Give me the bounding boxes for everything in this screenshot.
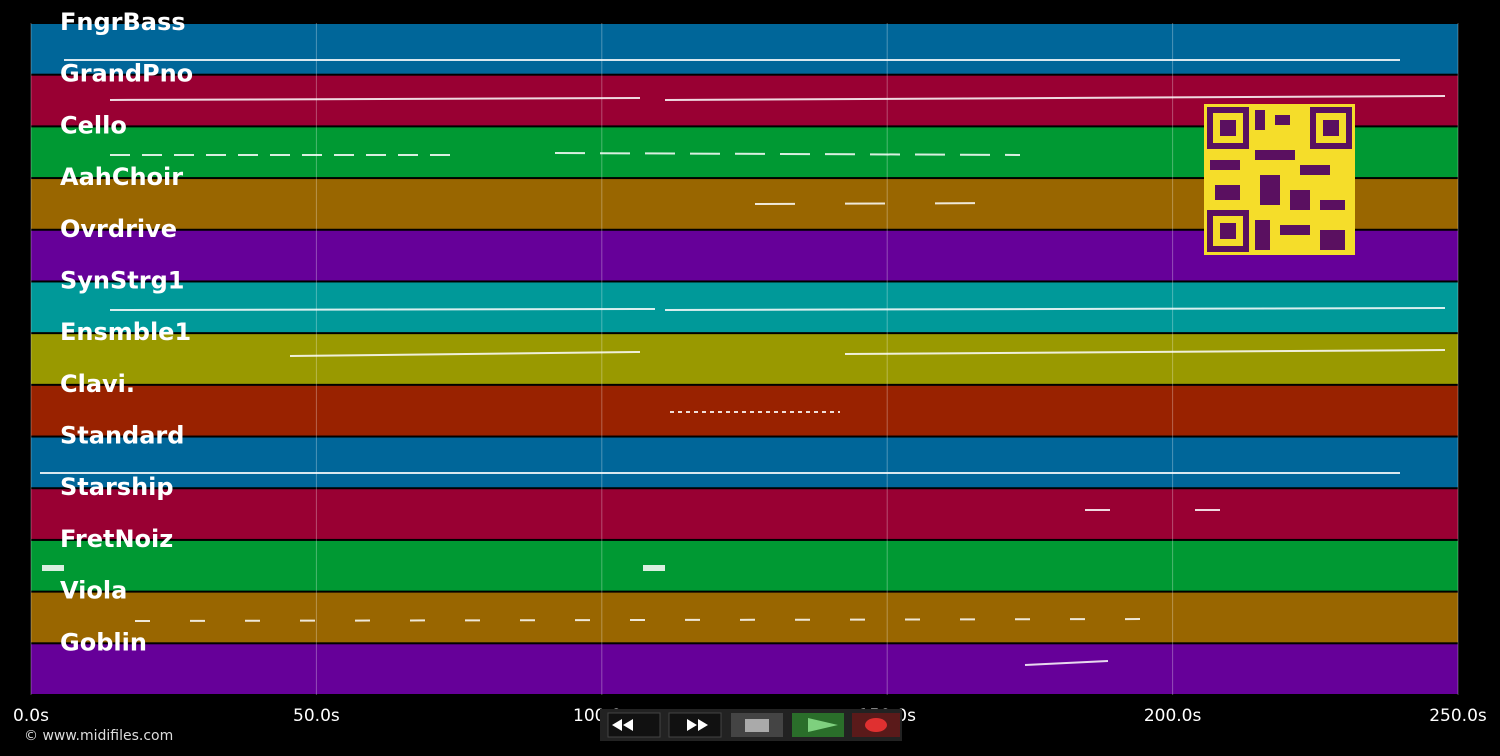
qr-code xyxy=(1204,104,1355,255)
track-band xyxy=(31,437,1458,488)
qr-finder xyxy=(1310,107,1352,149)
note-run xyxy=(844,349,1446,355)
note-run xyxy=(289,351,641,357)
note-run xyxy=(109,308,656,311)
qr-finder xyxy=(1220,120,1236,136)
qr-modules xyxy=(1210,110,1345,250)
track-band xyxy=(31,644,1458,694)
track-label: Standard xyxy=(60,422,184,450)
play-button[interactable] xyxy=(792,713,844,737)
note-run xyxy=(554,152,1021,156)
qr-finder xyxy=(1207,107,1249,149)
transport-controls xyxy=(600,709,902,741)
track-label: Ovrdrive xyxy=(60,215,177,243)
track-label: AahChoir xyxy=(60,163,183,191)
note-run xyxy=(664,95,1446,101)
track-label: Starship xyxy=(60,473,174,501)
grid xyxy=(30,23,1459,695)
track-band xyxy=(31,540,1458,591)
tick-label: 200.0s xyxy=(1144,706,1202,726)
track-label: GrandPno xyxy=(60,60,193,88)
track-label: SynStrg1 xyxy=(60,266,185,294)
tick-label: 250.0s xyxy=(1429,706,1487,726)
track-label: Cello xyxy=(60,111,127,139)
track-label: Clavi. xyxy=(60,370,135,398)
forward-button[interactable] xyxy=(668,712,722,738)
track-band xyxy=(31,489,1458,539)
note-run xyxy=(109,97,641,101)
track-label: FngrBass xyxy=(60,8,186,36)
note-run xyxy=(134,618,1166,622)
tick-label: 50.0s xyxy=(293,706,340,726)
track-label: FretNoiz xyxy=(60,525,173,553)
qr-finder xyxy=(1323,120,1339,136)
rewind-button[interactable] xyxy=(607,712,661,738)
track-band xyxy=(31,385,1458,436)
note-run xyxy=(1024,660,1109,666)
copyright: © www.midifiles.com xyxy=(24,728,173,744)
track-band xyxy=(31,334,1458,384)
track-band xyxy=(31,24,1458,74)
note-run xyxy=(664,307,1446,311)
time-axis: 0.0s50.0s100.0s150.0s200.0s250.0sFngrBas… xyxy=(13,8,1487,726)
stop-button[interactable] xyxy=(731,713,783,737)
track-band xyxy=(31,282,1458,333)
notes xyxy=(40,59,1446,666)
tick-label: 0.0s xyxy=(13,706,49,726)
track-label: Goblin xyxy=(60,628,147,656)
track-label: Viola xyxy=(60,577,127,605)
track-label: Ensmble1 xyxy=(60,318,191,346)
record-button[interactable] xyxy=(852,713,900,737)
qr-finder xyxy=(1220,223,1236,239)
qr-finder xyxy=(1207,210,1249,252)
track-band xyxy=(31,592,1458,643)
